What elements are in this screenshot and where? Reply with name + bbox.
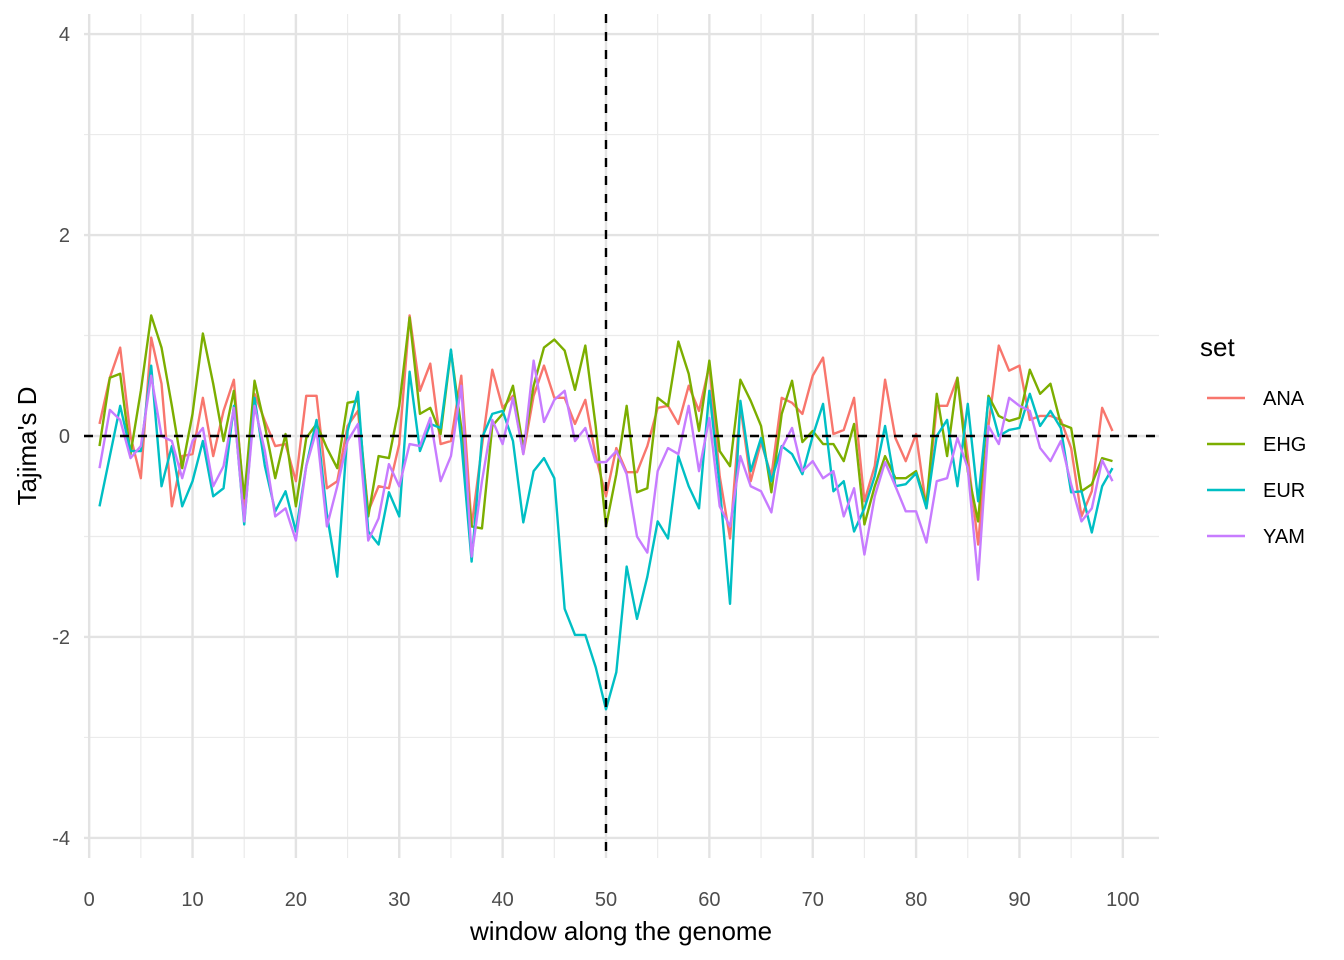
x-tick-label: 30 [388, 889, 410, 911]
legend: set ANA EHG EUR YAM [1200, 332, 1306, 548]
series-lines [98, 314, 1114, 711]
series-line-ana [98, 314, 1114, 546]
y-tick-label: -2 [52, 627, 70, 649]
x-tick-label: 10 [181, 889, 203, 911]
legend-label-yam: YAM [1263, 526, 1305, 548]
legend-title: set [1200, 332, 1235, 362]
series-line-yam [98, 359, 1114, 581]
y-axis-title: Tajima's D [12, 386, 42, 505]
x-tick-label: 80 [905, 889, 927, 911]
x-tick-label: 0 [84, 889, 95, 911]
y-tick-label: 2 [59, 225, 70, 247]
legend-label-ana: ANA [1263, 388, 1305, 410]
y-tick-label: -4 [52, 828, 70, 850]
x-tick-label: 60 [698, 889, 720, 911]
x-tick-label: 50 [595, 889, 617, 911]
x-tick-label: 40 [492, 889, 514, 911]
y-tick-label: 4 [59, 24, 70, 46]
x-tick-label: 20 [285, 889, 307, 911]
y-axis-ticks: -4 -2 0 2 4 [52, 24, 70, 850]
y-tick-label: 0 [59, 426, 70, 448]
x-tick-label: 70 [802, 889, 824, 911]
legend-label-ehg: EHG [1263, 434, 1306, 456]
reference-lines [84, 14, 1159, 858]
series-line-eur [98, 348, 1114, 711]
legend-label-eur: EUR [1263, 480, 1305, 502]
x-axis-ticks: 0 10 20 30 40 50 60 70 80 90 100 [84, 889, 1140, 911]
x-tick-label: 90 [1008, 889, 1030, 911]
x-tick-label: 100 [1106, 889, 1139, 911]
x-axis-title: window along the genome [469, 916, 772, 946]
